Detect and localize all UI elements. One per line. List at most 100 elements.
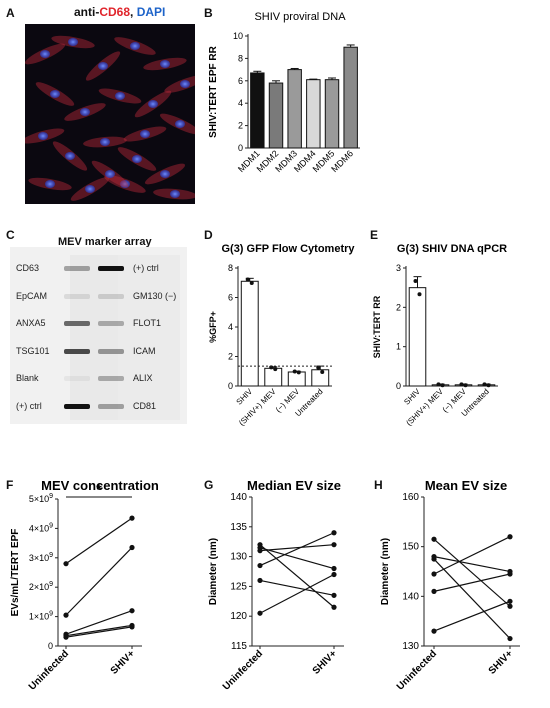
y-tick-label: 8 [228, 263, 233, 273]
data-point [129, 515, 135, 521]
y-tick-label: 150 [402, 542, 419, 553]
pair-line [259, 544, 335, 608]
array-spot [98, 294, 124, 299]
array-spot [98, 266, 124, 271]
cell-nucleus [140, 130, 150, 138]
data-point [507, 598, 513, 604]
bar [264, 367, 283, 387]
y-tick-label: 3×109 [29, 552, 53, 563]
cell-nucleus [100, 138, 110, 146]
stain-prefix: anti- [74, 5, 100, 19]
array-spot [98, 404, 124, 409]
fluorescence-micrograph [25, 24, 195, 204]
chart-h: Mean EV size Diameter (nm) 130 140 150 160 Uni… [380, 478, 520, 693]
chart-title: SHIV proviral DNA [254, 11, 346, 23]
data-point [296, 370, 301, 375]
array-spot [64, 266, 90, 271]
bar [343, 46, 358, 149]
cell-nucleus [80, 108, 90, 116]
data-point [129, 544, 135, 551]
cell-nucleus [65, 152, 75, 160]
bar [408, 287, 427, 387]
panel-letter-h: H [374, 478, 383, 492]
y-tick-label: 6 [228, 293, 233, 303]
data-point [257, 548, 263, 554]
bar [311, 369, 330, 387]
bar [431, 384, 450, 387]
pair-line [433, 573, 511, 592]
y-tick-label: 5×109 [29, 493, 53, 504]
data-point [486, 383, 491, 388]
data-point [431, 588, 437, 594]
panel-letter-a: A [6, 6, 15, 20]
data-point [482, 382, 487, 387]
x-tick-label: Uninfected [27, 648, 71, 692]
data-point [507, 635, 513, 642]
cell-nucleus [105, 170, 115, 178]
cell-nucleus [132, 155, 142, 163]
data-point [257, 577, 263, 584]
chart-d: G(3) GFP Flow Cytometry%GFP+02468SHIV(SH… [208, 243, 355, 428]
x-tick-label: Uninfected [395, 648, 439, 692]
data-point [459, 382, 464, 387]
bar [324, 79, 340, 149]
blot-spots [64, 266, 124, 409]
pair-line [65, 547, 133, 616]
y-tick-label: 6 [238, 76, 243, 86]
x-tick-label: SHIV+ [311, 648, 340, 677]
array-label-left: CD63 [16, 263, 40, 273]
pair-line [65, 517, 133, 565]
bar [287, 69, 302, 149]
y-tick-label: 2×109 [29, 581, 53, 592]
bar [240, 280, 259, 387]
bar [268, 82, 284, 149]
array-label-right: FLOT1 [133, 318, 162, 328]
data-point [129, 608, 135, 614]
array-spot [64, 376, 90, 381]
chart-title: Mean EV size [425, 478, 507, 493]
significance-marker: * [96, 481, 102, 497]
y-tick-label: 135 [230, 522, 247, 533]
y-tick-label: 115 [231, 641, 247, 652]
stain-caption: anti-CD68, DAPI [74, 5, 165, 19]
y-tick-label: 140 [402, 591, 419, 602]
cell-nucleus [130, 42, 140, 50]
data-point [245, 277, 250, 282]
x-tick-label: SHIV+ [487, 648, 516, 677]
bar [454, 384, 473, 387]
panel-letter-e: E [370, 228, 379, 242]
panel-letter-c: C [6, 228, 15, 242]
data-point [440, 383, 445, 388]
x-tick-label: SHIV+ [109, 648, 138, 677]
data-point [292, 369, 297, 374]
y-tick-label: 125 [230, 581, 247, 592]
cell-nucleus [120, 180, 130, 188]
pair-line [259, 547, 335, 570]
data-point [331, 571, 337, 578]
data-point [507, 571, 513, 577]
array-spot [98, 376, 124, 381]
micrograph-image [25, 35, 195, 201]
array-spot [64, 321, 90, 326]
cell-nucleus [40, 50, 50, 58]
y-tick-label: 130 [230, 552, 247, 563]
data-point [431, 628, 437, 634]
y-tick-label: 10 [233, 31, 243, 41]
pair-line [65, 624, 133, 637]
data-point [331, 542, 337, 548]
data-point [331, 604, 337, 610]
y-tick-label: 4×109 [29, 522, 53, 533]
x-tick-label: Uninfected [221, 648, 265, 692]
y-tick-label: 2 [238, 121, 243, 131]
y-axis-label: Diameter (nm) [208, 538, 219, 605]
pair-line [259, 544, 335, 552]
data-point [129, 624, 135, 630]
cell-nucleus [68, 38, 78, 46]
y-tick-label: 4 [228, 322, 233, 332]
data-point [431, 536, 437, 542]
stain-sep: , [130, 5, 137, 19]
data-point [436, 382, 441, 387]
pair-line [433, 558, 511, 639]
data-point [431, 571, 437, 577]
